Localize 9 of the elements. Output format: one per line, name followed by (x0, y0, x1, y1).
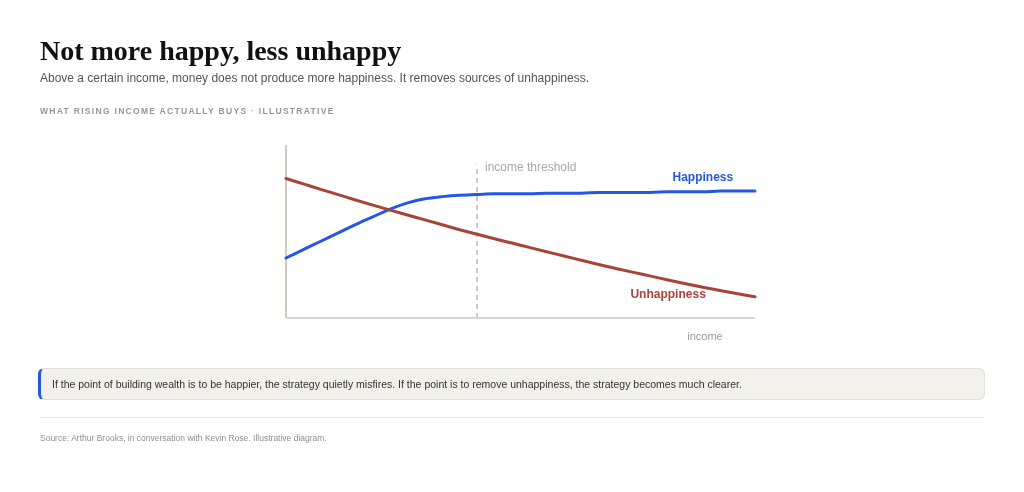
chart-title: Not more happy, less unhappy (40, 35, 402, 67)
text: If the point of building wealth is to be happier, the strategy quietly misfires. If the point is to remove unhappiness, the strategy becomes much clearer. (52, 378, 742, 390)
text: WHAT RISING INCOME ACTUALLY BUYS · ILLUSTRATIVE (40, 106, 335, 116)
source-note: Source: Arthur Brooks, in conversation with Kevin Rose. Illustrative diagram. (40, 433, 327, 443)
chart-subtitle: Above a certain income, money does not produce more happiness. It removes sources of unhappiness. (40, 71, 589, 85)
x-axis-title: income (687, 330, 723, 342)
text: income threshold (485, 160, 577, 174)
series-label: Happiness (672, 169, 734, 184)
series-label: Unhappiness (630, 287, 707, 302)
